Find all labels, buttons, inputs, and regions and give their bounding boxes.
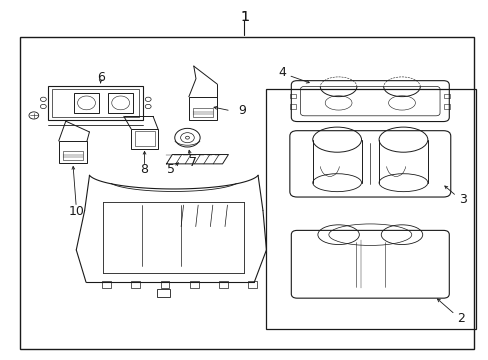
Bar xyxy=(108,93,133,113)
Text: 1: 1 xyxy=(240,10,248,24)
Text: 6: 6 xyxy=(97,71,104,84)
Text: 9: 9 xyxy=(238,104,245,117)
Bar xyxy=(189,281,198,288)
Bar xyxy=(444,104,449,109)
Bar xyxy=(131,281,140,288)
Text: 5: 5 xyxy=(167,163,175,176)
Text: 3: 3 xyxy=(458,193,466,206)
Bar xyxy=(219,281,227,288)
Bar xyxy=(52,89,139,117)
Bar xyxy=(74,93,99,113)
Text: 10: 10 xyxy=(68,205,84,218)
Text: 4: 4 xyxy=(278,66,286,79)
Text: 1: 1 xyxy=(240,10,248,24)
Bar xyxy=(102,281,111,288)
Bar xyxy=(188,96,217,120)
Bar xyxy=(444,94,449,98)
Bar xyxy=(157,289,170,297)
Bar xyxy=(131,129,158,149)
Bar xyxy=(192,108,213,117)
Bar xyxy=(160,281,169,288)
Bar xyxy=(266,89,475,329)
Text: 2: 2 xyxy=(457,311,465,325)
Bar xyxy=(134,131,154,146)
Text: 8: 8 xyxy=(140,163,148,176)
Bar xyxy=(48,86,143,120)
Bar xyxy=(290,94,296,98)
Bar xyxy=(59,141,87,163)
Bar xyxy=(248,281,257,288)
Bar xyxy=(290,104,296,109)
Bar xyxy=(62,152,83,160)
Text: 7: 7 xyxy=(189,156,197,169)
Bar xyxy=(20,37,473,348)
